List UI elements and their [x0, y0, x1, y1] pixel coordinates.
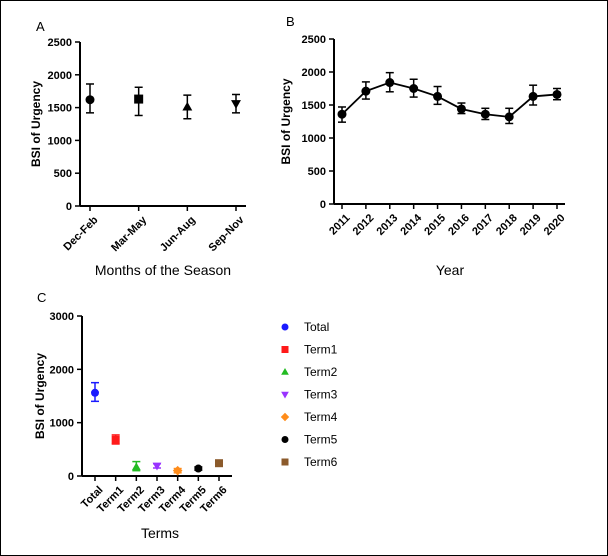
panel-a-xtick-label: Jun-Aug [158, 214, 198, 254]
panel-b-ytick-label: 1500 [302, 100, 326, 112]
panel-b-xtick-label: 2012 [351, 212, 377, 238]
panel-b-xtick-label: 2013 [375, 212, 401, 238]
panel-a-data-point [134, 94, 144, 104]
legend-marker-term6 [281, 458, 289, 466]
legend-label-total: Total [304, 320, 329, 334]
panel-b-ytick-label: 2000 [302, 67, 326, 79]
panel-b-xtick-label: 2015 [422, 212, 448, 238]
panel-b-ytick-label: 1000 [302, 133, 326, 145]
panel-a-x-axis-label: Months of the Season [95, 262, 231, 278]
panel-c-data-point [194, 464, 203, 473]
panel-b-xtick-label: 2016 [446, 212, 472, 238]
panel-b-data-point [433, 91, 443, 101]
panel-c-x-axis-label: Terms [141, 525, 179, 541]
panel-b-xtick-label: 2011 [327, 212, 352, 237]
panel-c-data-point [172, 465, 183, 476]
legend-label-term4: Term4 [304, 410, 338, 424]
panel-c-ytick-label: 2000 [50, 364, 74, 376]
legend-marker-term3 [281, 391, 289, 399]
panel-b-ytick-label: 2500 [302, 34, 326, 46]
panel-b-series-line [341, 81, 558, 118]
panel-c-ytick-label: 0 [68, 471, 74, 483]
panel-a-ytick-label: 0 [66, 201, 72, 213]
panel-a-y-axis-label: BSI of Urgency [29, 81, 43, 167]
panel-b-xtick-label: 2018 [494, 212, 520, 238]
panel-b-data-point [385, 78, 395, 88]
legend-label-term5: Term5 [304, 433, 338, 447]
legend-label-term3: Term3 [304, 388, 338, 402]
panel-b-data-point [480, 109, 490, 119]
panel-a-ytick-label: 2000 [48, 70, 72, 82]
legend-marker-term2 [281, 367, 289, 375]
panel-c-data-point [111, 435, 120, 444]
legend-marker-term1 [281, 346, 289, 353]
panel-b-letter: B [286, 14, 295, 29]
panel-a-xtick-label: Sep-Nov [207, 213, 248, 254]
panel-a-ytick-label: 500 [54, 168, 72, 180]
panel-a-data-point [231, 100, 241, 109]
legend-marker-total [281, 323, 289, 331]
panel-b-data-point [528, 91, 538, 101]
panel-a-xtick-label: Mar-May [109, 213, 150, 254]
panel-b-data-point [361, 86, 371, 96]
panel-c-data-point [91, 388, 99, 397]
panel-b-x-axis-label: Year [436, 262, 465, 278]
panel-c-ytick-label: 1000 [50, 418, 74, 430]
panel-a-xtick-label: Dec-Feb [61, 214, 100, 253]
panel-b-data-point [456, 104, 466, 114]
panel-b-xtick-label: 2017 [470, 212, 496, 238]
panel-a-ytick-label: 1500 [48, 103, 72, 115]
legend-label-term1: Term1 [304, 343, 338, 357]
legend-label-term6: Term6 [304, 455, 338, 469]
panel-a-letter: A [36, 19, 45, 34]
panel-b-data-point [504, 112, 514, 122]
panel-b-xtick-label: 2019 [518, 212, 544, 238]
panel-c-ytick-label: 3000 [50, 311, 74, 323]
panel-a-ytick-label: 1000 [48, 135, 72, 147]
panel-c-data-point [131, 462, 141, 471]
panel-b-y-axis-label: BSI of Urgency [279, 78, 293, 164]
panel-b-ytick-label: 500 [308, 166, 326, 178]
panel-a-ytick-label: 2500 [48, 37, 72, 49]
panel-b-xtick-label: 2014 [398, 211, 424, 237]
legend-marker-term4 [280, 412, 290, 422]
panel-c-data-point [215, 459, 223, 468]
panel-b-data-point [552, 89, 562, 99]
panel-c-letter: C [37, 290, 46, 305]
panel-a-data-point [85, 95, 95, 105]
legend-label-term2: Term2 [304, 365, 338, 379]
panel-b-data-point [409, 84, 419, 93]
panel-b-data-point [337, 109, 347, 119]
legend-marker-term5 [281, 436, 289, 443]
panel-b-xtick-label: 2020 [542, 212, 568, 238]
panel-b-ytick-label: 0 [320, 199, 326, 211]
panel-c-data-point [152, 462, 162, 471]
panel-c-y-axis-label: BSI of Urgency [33, 353, 47, 439]
panel-a-data-point [182, 101, 193, 111]
